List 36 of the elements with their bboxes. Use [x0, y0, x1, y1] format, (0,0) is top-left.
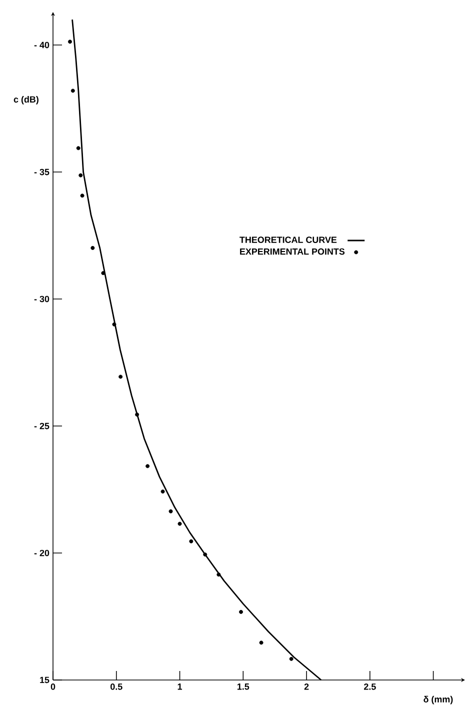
legend-label: EXPERIMENTAL POINTS	[240, 248, 345, 255]
point	[178, 522, 182, 526]
point	[90, 246, 95, 250]
x-tick-label: 0.5	[110, 684, 122, 690]
y-axis-title: c (dB)	[14, 96, 38, 104]
point	[168, 509, 173, 514]
point	[70, 88, 75, 93]
point	[118, 374, 123, 379]
x-axis-title: δ (mm)	[424, 696, 453, 704]
x-tick-label: 2.5	[364, 684, 376, 690]
point	[135, 412, 140, 417]
point	[259, 640, 264, 645]
y-tick-label: 15	[40, 676, 50, 684]
point	[216, 572, 221, 577]
x-tick-label: 1	[178, 684, 182, 690]
point	[78, 173, 83, 178]
point	[160, 490, 165, 494]
y-tick-label: - 35	[34, 168, 50, 176]
legend-label: THEORETICAL CURVE	[240, 236, 337, 243]
point	[68, 40, 72, 44]
y-tick-label: - 30	[34, 296, 50, 302]
x-tick-label: 0	[50, 684, 56, 690]
point	[76, 146, 80, 150]
y-tick-label: - 20	[34, 550, 50, 556]
point	[146, 464, 150, 468]
x-tick-label: 2	[304, 684, 309, 690]
point	[101, 271, 106, 276]
point	[189, 539, 194, 544]
x-tick-label: 1.5	[237, 684, 250, 690]
y-tick-label: - 25	[34, 422, 50, 430]
point	[239, 610, 243, 614]
point	[80, 194, 84, 198]
point	[289, 656, 294, 661]
y-tick-label: - 40	[34, 42, 50, 48]
point	[112, 322, 116, 326]
point	[203, 552, 208, 557]
